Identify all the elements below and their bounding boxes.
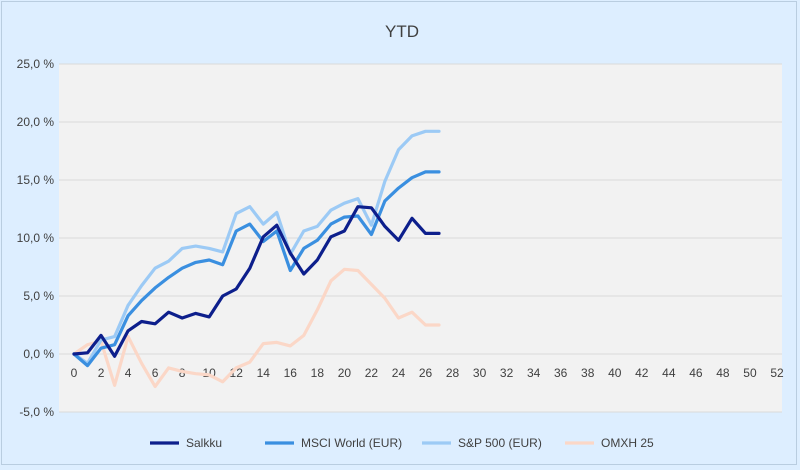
x-tick-label: 42 bbox=[635, 366, 649, 380]
x-tick-label: 50 bbox=[743, 366, 757, 380]
legend-label: MSCI World (EUR) bbox=[301, 436, 402, 450]
x-tick-label: 28 bbox=[446, 366, 460, 380]
x-tick-label: 2 bbox=[98, 366, 105, 380]
x-tick-label: 22 bbox=[365, 366, 379, 380]
x-tick-label: 48 bbox=[716, 366, 730, 380]
x-tick-label: 30 bbox=[473, 366, 487, 380]
x-tick-label: 24 bbox=[392, 366, 406, 380]
x-tick-label: 6 bbox=[152, 366, 159, 380]
y-tick-label: -5,0 % bbox=[19, 405, 54, 419]
x-tick-label: 14 bbox=[257, 366, 271, 380]
x-tick-label: 0 bbox=[71, 366, 78, 380]
x-tick-label: 38 bbox=[581, 366, 595, 380]
series-line-3 bbox=[72, 267, 441, 389]
y-tick-label: 25,0 % bbox=[17, 57, 55, 71]
y-tick-label: 20,0 % bbox=[17, 115, 55, 129]
y-tick-label: 10,0 % bbox=[17, 231, 55, 245]
y-tick-label: 5,0 % bbox=[23, 289, 54, 303]
x-tick-label: 4 bbox=[125, 366, 132, 380]
legend-label: S&P 500 (EUR) bbox=[458, 436, 542, 450]
y-tick-label: 0,0 % bbox=[23, 347, 54, 361]
legend-label: OMXH 25 bbox=[601, 436, 654, 450]
x-tick-label: 20 bbox=[338, 366, 352, 380]
x-tick-label: 40 bbox=[608, 366, 622, 380]
x-tick-label: 44 bbox=[662, 366, 676, 380]
series-line-2 bbox=[72, 129, 441, 365]
y-tick-label: 15,0 % bbox=[17, 173, 55, 187]
legend-label: Salkku bbox=[186, 436, 222, 450]
x-tick-label: 52 bbox=[770, 366, 784, 380]
x-tick-label: 32 bbox=[500, 366, 514, 380]
x-tick-label: 46 bbox=[689, 366, 703, 380]
x-tick-label: 36 bbox=[554, 366, 568, 380]
chart-title: YTD bbox=[385, 22, 419, 41]
x-tick-label: 34 bbox=[527, 366, 541, 380]
x-tick-label: 18 bbox=[311, 366, 325, 380]
x-tick-label: 16 bbox=[284, 366, 298, 380]
series-line-0 bbox=[72, 205, 441, 358]
x-tick-label: 26 bbox=[419, 366, 433, 380]
